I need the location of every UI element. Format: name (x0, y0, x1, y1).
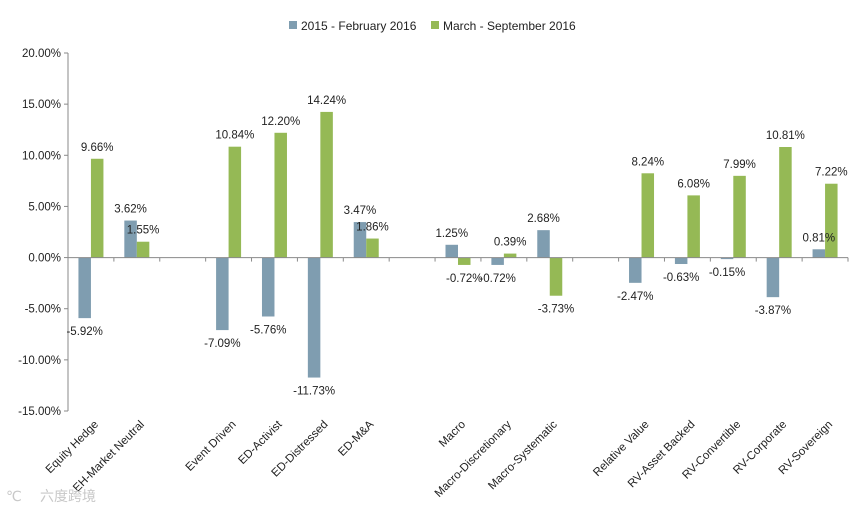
bar-mar-sep-2016 (549, 257, 563, 296)
data-label: 3.62% (114, 204, 147, 216)
watermark-logo: ℃ (6, 488, 22, 504)
legend-label: 2015 - February 2016 (301, 19, 417, 33)
bar-2015-feb-2016 (124, 220, 137, 258)
bar-mar-sep-2016 (825, 183, 838, 258)
data-label: 1.86% (356, 222, 389, 234)
data-label: 6.08% (677, 178, 710, 190)
bar-2015-feb-2016 (353, 222, 367, 258)
bar-mar-sep-2016 (366, 238, 379, 258)
data-label: -0.72% (479, 273, 515, 285)
bar-2015-feb-2016 (307, 257, 321, 378)
data-label: -3.73% (538, 304, 574, 316)
bar-mar-sep-2016 (733, 175, 746, 258)
bar-2015-feb-2016 (720, 257, 734, 260)
bar-2015-feb-2016 (261, 257, 275, 317)
data-label: 2.68% (527, 213, 560, 225)
x-category-label: ED-Activist (236, 418, 285, 467)
watermark: ℃ 六度跨境 (6, 488, 96, 504)
data-label: -3.87% (755, 305, 791, 317)
y-tick-label: -5.00% (25, 304, 61, 316)
x-category-label: Event Driven (184, 419, 239, 474)
data-label: -0.15% (709, 267, 745, 279)
bar-2015-feb-2016 (445, 244, 458, 258)
bar-2015-feb-2016 (629, 257, 642, 283)
bar-2015-feb-2016 (674, 257, 688, 265)
data-label: 0.39% (494, 237, 527, 249)
data-label: -0.63% (663, 272, 699, 284)
bar-mar-sep-2016 (779, 147, 792, 258)
y-tick-label: -10.00% (18, 355, 61, 367)
bar-2015-feb-2016 (812, 249, 826, 258)
data-label: -5.76% (250, 324, 286, 336)
data-label: 7.22% (815, 167, 848, 179)
data-label: 0.81% (803, 232, 836, 244)
legend-swatch (289, 21, 297, 29)
bar-2015-feb-2016 (78, 257, 91, 319)
chart-legend: 2015 - February 2016 March - September 20… (289, 19, 576, 33)
bar-mar-sep-2016 (90, 158, 104, 258)
data-label: -11.73% (293, 386, 335, 398)
data-label: 10.81% (766, 130, 805, 142)
data-label: 3.47% (344, 205, 377, 217)
bar-mar-sep-2016 (503, 253, 517, 258)
data-label: 12.20% (261, 116, 300, 128)
bar-mar-sep-2016 (228, 146, 242, 258)
data-labels-group: -5.92% 3.62% -7.09% -5.76% -11.73% 3.47% 1.25%… (66, 95, 847, 398)
data-label: 9.66% (81, 142, 114, 154)
bar-mar-sep-2016 (274, 132, 287, 258)
y-tick-label: 15.00% (22, 99, 61, 111)
data-label: 1.25% (435, 228, 468, 240)
x-category-label: Macro-Discretionary (433, 418, 514, 499)
bar-2015-feb-2016 (491, 257, 504, 265)
bar-mar-sep-2016 (641, 173, 655, 258)
y-axis: -15.00% -10.00% -5.00% 0.00% 5.00% 10.00% 15.0… (18, 48, 69, 418)
watermark-text: 六度跨境 (40, 488, 96, 504)
bar-mar-sep-2016 (320, 111, 333, 258)
x-category-label: Macro (437, 419, 468, 450)
data-label: 8.24% (631, 156, 664, 168)
data-label: 1.55% (127, 225, 160, 237)
data-label: -0.72% (446, 273, 482, 285)
y-tick-label: 5.00% (28, 201, 61, 213)
x-category-label: ED-M&A (336, 418, 376, 458)
bars-group (78, 111, 838, 378)
legend-swatch (431, 21, 439, 29)
data-label: -5.92% (66, 326, 102, 338)
bar-2015-feb-2016 (766, 257, 780, 298)
data-label: -2.47% (617, 291, 653, 303)
bar-2015-feb-2016 (216, 257, 229, 331)
bar-2015-feb-2016 (537, 230, 550, 258)
data-label: 14.24% (307, 95, 346, 107)
y-tick-label: 10.00% (22, 150, 61, 162)
y-tick-label: -15.00% (18, 406, 61, 418)
data-label: 7.99% (723, 159, 756, 171)
bar-mar-sep-2016 (687, 195, 700, 258)
y-tick-label: 20.00% (22, 48, 61, 60)
legend-label: March - September 2016 (443, 19, 576, 33)
bar-mar-sep-2016 (136, 241, 150, 258)
y-tick-label: 0.00% (28, 253, 61, 265)
data-label: 10.84% (215, 130, 254, 142)
bar-mar-sep-2016 (458, 257, 471, 265)
data-label: -7.09% (204, 338, 240, 350)
